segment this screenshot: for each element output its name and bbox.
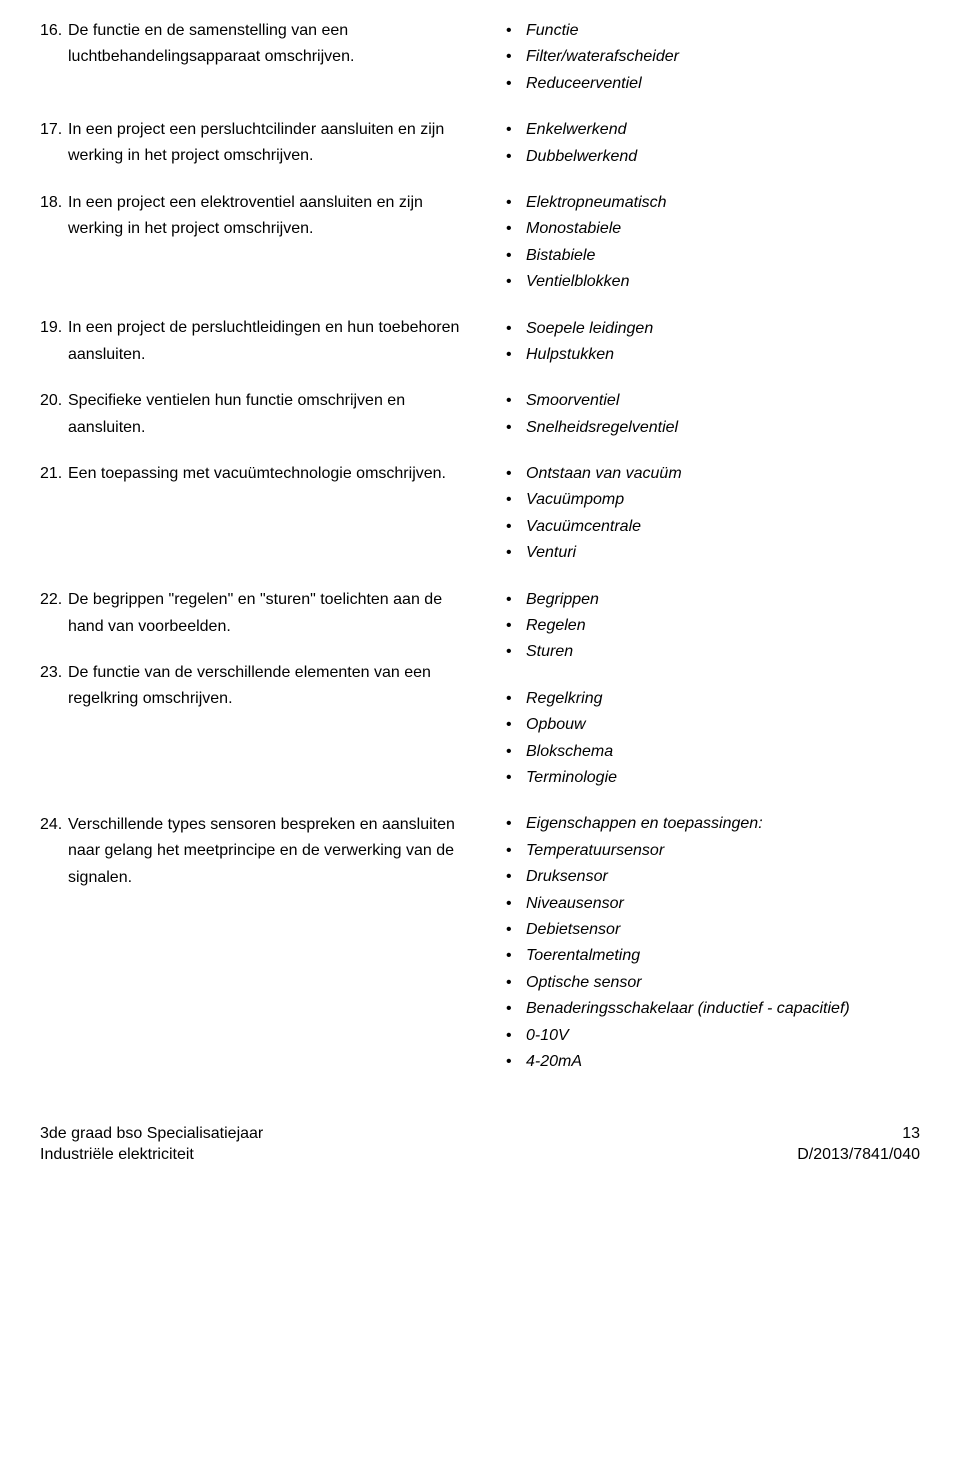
keyword-item: Venturi — [500, 540, 920, 566]
objective-number: 20. — [40, 388, 68, 441]
keyword-item: Begrippen — [500, 587, 920, 613]
keyword-item: Opbouw — [500, 712, 920, 738]
objective-text: De functie en de samenstelling van een l… — [68, 18, 470, 71]
objective-number: 24. — [40, 812, 68, 891]
footer-left: 3de graad bso Specialisatiejaar Industri… — [40, 1124, 263, 1166]
objective-text: De begrippen "regelen" en "sturen" toeli… — [68, 587, 470, 640]
footer-left-line1: 3de graad bso Specialisatiejaar — [40, 1124, 263, 1145]
keyword-item: Ontstaan van vacuüm — [500, 461, 920, 487]
objective-number: 23. — [40, 660, 68, 713]
keyword-item: Ventielblokken — [500, 269, 920, 295]
keyword-item: 4-20mA — [500, 1049, 920, 1075]
keyword-item: 0-10V — [500, 1023, 920, 1049]
keyword-list: Eigenschappen en toepassingen:Temperatuu… — [500, 811, 920, 1075]
keyword-item: Vacuümcentrale — [500, 514, 920, 540]
left-column: 16.De functie en de samenstelling van ee… — [40, 18, 470, 1096]
footer-left-line2: Industriële elektriciteit — [40, 1145, 263, 1166]
keyword-item: Functie — [500, 18, 920, 44]
keyword-item: Sturen — [500, 639, 920, 665]
keyword-list: BegrippenRegelenSturen — [500, 587, 920, 666]
keyword-list: Ontstaan van vacuümVacuümpompVacuümcentr… — [500, 461, 920, 567]
objective-text: In een project een persluchtcilinder aan… — [68, 117, 470, 170]
objective-item: 24.Verschillende types sensoren bespreke… — [40, 812, 470, 891]
keyword-item: Monostabiele — [500, 216, 920, 242]
objective-text: Een toepassing met vacuümtechnologie oms… — [68, 461, 470, 487]
right-column: FunctieFilter/waterafscheiderReduceerven… — [500, 18, 920, 1096]
keyword-list: RegelkringOpbouwBlokschemaTerminologie — [500, 686, 920, 792]
keyword-item: Filter/waterafscheider — [500, 44, 920, 70]
keyword-item: Elektropneumatisch — [500, 190, 920, 216]
objective-text: De functie van de verschillende elemente… — [68, 660, 470, 713]
objective-item: 22.De begrippen "regelen" en "sturen" to… — [40, 587, 470, 640]
keyword-item: Terminologie — [500, 765, 920, 791]
keyword-item: Snelheidsregelventiel — [500, 415, 920, 441]
objective-item: 21.Een toepassing met vacuümtechnologie … — [40, 461, 470, 487]
keyword-item: Dubbelwerkend — [500, 144, 920, 170]
objective-number: 16. — [40, 18, 68, 71]
objective-text: In een project een elektroventiel aanslu… — [68, 190, 470, 243]
objective-item: 20.Specifieke ventielen hun functie omsc… — [40, 388, 470, 441]
footer-right: 13 D/2013/7841/040 — [797, 1124, 920, 1166]
objective-item: 19.In een project de persluchtleidingen … — [40, 315, 470, 368]
objective-item: 23.De functie van de verschillende eleme… — [40, 660, 470, 713]
objective-item: 16.De functie en de samenstelling van ee… — [40, 18, 470, 71]
keyword-item: Enkelwerkend — [500, 117, 920, 143]
keyword-list: Soepele leidingenHulpstukken — [500, 316, 920, 369]
objective-item: 17.In een project een persluchtcilinder … — [40, 117, 470, 170]
keyword-list: ElektropneumatischMonostabieleBistabiele… — [500, 190, 920, 296]
keyword-item: Niveausensor — [500, 891, 920, 917]
keyword-list: SmoorventielSnelheidsregelventiel — [500, 388, 920, 441]
page-footer: 3de graad bso Specialisatiejaar Industri… — [40, 1124, 920, 1166]
keyword-item: Debietsensor — [500, 917, 920, 943]
footer-right-line2: D/2013/7841/040 — [797, 1145, 920, 1166]
objective-number: 17. — [40, 117, 68, 170]
keyword-item: Regelkring — [500, 686, 920, 712]
keyword-list: FunctieFilter/waterafscheiderReduceerven… — [500, 18, 920, 97]
objective-text: In een project de persluchtleidingen en … — [68, 315, 470, 368]
objective-number: 18. — [40, 190, 68, 243]
keyword-list: EnkelwerkendDubbelwerkend — [500, 117, 920, 170]
objective-text: Verschillende types sensoren bespreken e… — [68, 812, 470, 891]
keyword-item: Regelen — [500, 613, 920, 639]
keyword-item: Optische sensor — [500, 970, 920, 996]
keyword-item: Blokschema — [500, 739, 920, 765]
content-two-col: 16.De functie en de samenstelling van ee… — [40, 18, 920, 1096]
keyword-item: Toerentalmeting — [500, 943, 920, 969]
keyword-item: Smoorventiel — [500, 388, 920, 414]
keyword-item: Vacuümpomp — [500, 487, 920, 513]
objective-number: 21. — [40, 461, 68, 487]
objective-text: Specifieke ventielen hun functie omschri… — [68, 388, 470, 441]
keyword-item: Eigenschappen en toepassingen: — [500, 811, 920, 837]
objective-number: 22. — [40, 587, 68, 640]
keyword-item: Druksensor — [500, 864, 920, 890]
keyword-item: Benaderingsschakelaar (inductief - capac… — [500, 996, 920, 1022]
keyword-item: Hulpstukken — [500, 342, 920, 368]
objective-number: 19. — [40, 315, 68, 368]
footer-right-line1: 13 — [797, 1124, 920, 1145]
keyword-item: Reduceerventiel — [500, 71, 920, 97]
keyword-item: Bistabiele — [500, 243, 920, 269]
keyword-item: Soepele leidingen — [500, 316, 920, 342]
keyword-item: Temperatuursensor — [500, 838, 920, 864]
objective-item: 18.In een project een elektroventiel aan… — [40, 190, 470, 243]
